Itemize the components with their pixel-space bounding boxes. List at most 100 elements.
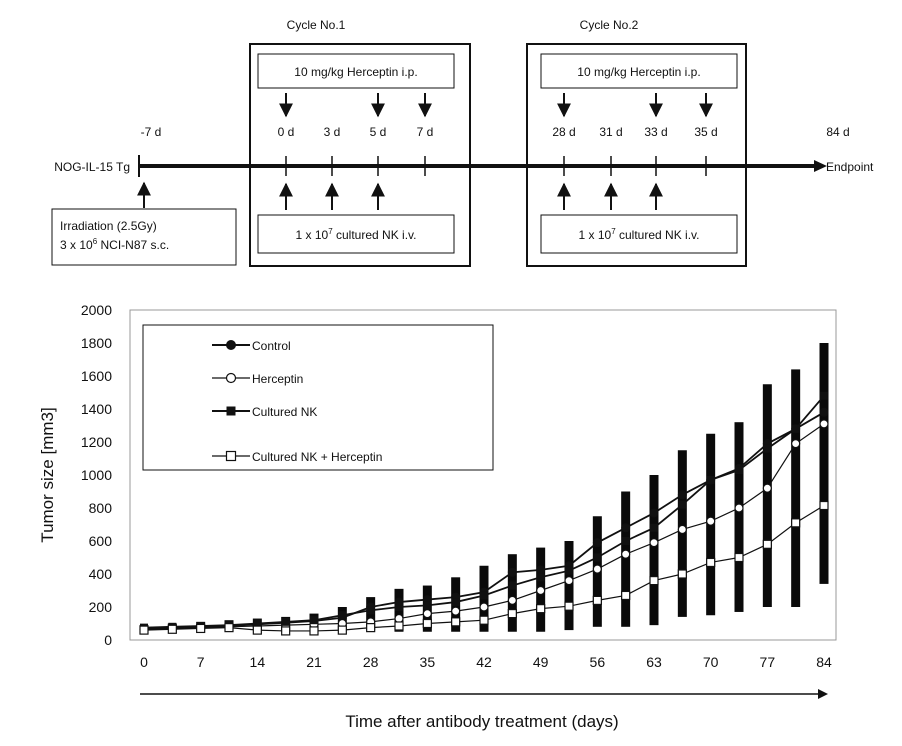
day-label: 3 d [324,125,341,139]
error-bar [791,369,801,607]
data-point [762,483,772,493]
data-point [394,621,404,631]
endpoint-label: Endpoint [826,160,874,174]
data-point [763,444,772,453]
x-tick-label: 63 [646,654,662,670]
data-point [366,606,375,615]
data-point [791,518,801,528]
legend [142,324,494,471]
data-point [677,524,687,535]
data-point [819,407,829,417]
time-arrowhead [818,689,828,699]
plot-frame [129,309,837,641]
x-tick-label: 14 [250,654,266,670]
data-point [507,567,517,577]
day-label: 28 d [552,125,575,139]
data-point [678,500,687,509]
x-tick-label: 0 [140,654,148,670]
data-point [706,475,715,484]
data-point [735,466,743,475]
y-tick-label: 0 [104,632,112,648]
y-tick-labels: 0 200 400 600 800 1000 1200 1400 1600 1800 2000 [81,302,112,648]
error-bar [564,541,574,631]
data-point [621,537,630,545]
data-point [423,601,432,610]
nk-dose-arrows [279,182,663,210]
timeline-arrowhead [814,160,827,172]
irradiation-box [51,208,237,266]
legend-label: Cultured NK [252,405,317,419]
data-point [621,549,631,559]
error-bar [734,422,744,612]
data-point [564,601,574,611]
data-point [394,613,404,624]
error-bar [762,384,772,607]
day-label: 0 d [278,125,295,139]
y-tick-label: 600 [89,533,113,549]
data-point [252,625,262,635]
cycle1-herceptin-box [257,53,455,89]
treatment-schedule: Cycle No.1 10 mg/kg Herceptin i.p. 1 x 1… [51,18,874,267]
data-point [564,575,574,586]
timeline-day-labels: -7 d 0 d 3 d 5 d 7 d 28 d 31 d 33 d 35 d 84 d [141,125,850,139]
y-tick-label: 400 [89,566,113,582]
day-label: 7 d [417,125,434,139]
series-cultured-nk-herceptin [139,500,829,636]
series-cultured-nk [140,391,828,632]
data-point [734,552,744,563]
y-axis-label: Tumor size [mm3] [38,407,57,542]
data-point [734,503,744,513]
data-point [338,611,347,620]
data-point [253,619,262,628]
y-tick-label: 1600 [81,368,112,384]
y-tick-label: 200 [89,599,113,615]
data-point [593,553,602,562]
y-tick-label: 1200 [81,434,112,450]
x-tick-label: 70 [703,654,719,670]
irradiation-line2: 3 x 106 NCI-N87 s.c. [60,237,169,252]
data-point [592,595,602,606]
data-point [309,626,319,636]
data-point [366,623,376,633]
data-point [451,617,461,627]
error-bar [621,491,631,627]
data-point [621,523,631,533]
irradiation-line1: Irradiation (2.5Gy) [60,219,157,233]
data-point [621,590,631,601]
day-label: 84 d [826,125,849,139]
error-bar [507,554,517,632]
data-point [226,406,236,416]
data-point [451,606,461,616]
data-point [226,340,236,350]
data-point [310,616,318,625]
data-point [649,575,659,586]
cycle2-herceptin-box [540,53,738,89]
y-tick-label: 800 [89,500,113,516]
y-tick-label: 1800 [81,335,112,351]
x-tick-label: 49 [533,654,549,670]
day-label: 31 d [599,125,622,139]
data-point [451,598,460,607]
data-series [139,391,829,636]
legend-item: Control [212,339,291,353]
herceptin-dose-arrows [279,93,713,118]
x-tick-label: 77 [760,654,776,670]
x-tick-label: 28 [363,654,379,670]
day-label: 5 d [370,125,387,139]
x-tick-label: 7 [197,654,205,670]
cycle2-herceptin-label: 10 mg/kg Herceptin i.p. [577,65,700,79]
data-point [536,585,546,596]
data-point [508,581,517,590]
data-point [706,516,716,526]
data-point [225,372,237,384]
data-point [649,538,659,548]
data-point [479,615,489,625]
cycle2-title: Cycle No.2 [580,18,639,32]
data-point [395,603,403,611]
x-tick-label: 84 [816,654,832,670]
legend-item: Cultured NK + Herceptin [212,450,382,464]
legend-item: Cultured NK [212,405,317,419]
data-point [592,538,602,548]
day-label: -7 d [141,125,162,139]
